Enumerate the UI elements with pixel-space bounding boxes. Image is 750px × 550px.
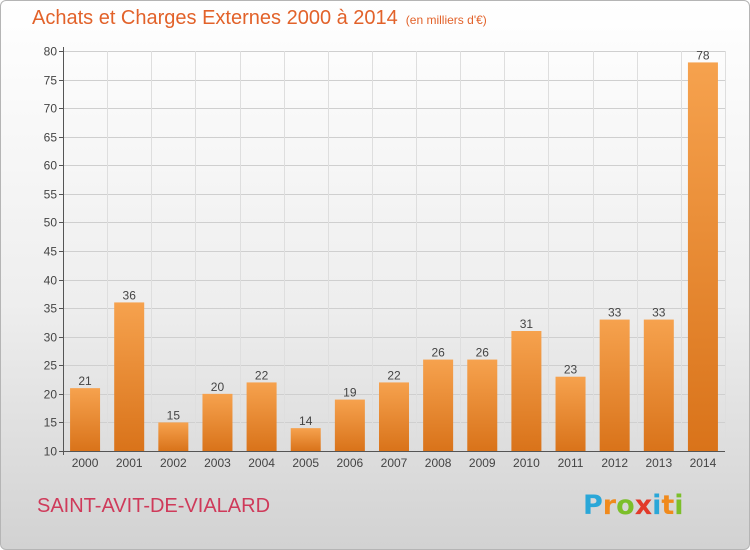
value-label: 22: [255, 368, 269, 382]
x-tick-label: 2009: [469, 456, 496, 470]
y-tick-label: 35: [44, 302, 58, 316]
x-tick-label: 2006: [337, 456, 364, 470]
bar-2002: [158, 422, 189, 451]
value-label: 31: [520, 317, 534, 331]
x-tick-label: 2012: [601, 456, 628, 470]
y-tick-label: 10: [44, 445, 58, 459]
y-tick-label: 40: [44, 274, 58, 288]
value-label: 19: [343, 386, 357, 400]
value-label: 23: [564, 363, 578, 377]
logo-letter: x: [634, 490, 653, 521]
x-tick-label: 2005: [292, 456, 319, 470]
bar-2005: [290, 428, 321, 451]
bar-layer: [70, 62, 718, 452]
y-tick-label: 50: [44, 216, 58, 230]
y-tick-label: 55: [44, 188, 58, 202]
logo-letter: i: [652, 490, 662, 521]
proxiti-logo: Proxiti: [583, 490, 684, 521]
chart-title-text: Achats et Charges Externes 2000 à 2014: [32, 7, 398, 29]
axis-layer: 10 15 20 25 30 35 40 45 50 55 60 65 70 75 80 21 2000 36 20…: [44, 45, 725, 470]
value-label: 14: [299, 414, 313, 428]
value-label: 22: [387, 368, 401, 382]
y-tick-label: 70: [44, 102, 58, 116]
bar-2014: [687, 62, 718, 452]
x-tick-label: 2000: [72, 456, 99, 470]
bar-2006: [334, 399, 365, 451]
y-tick-label: 65: [44, 131, 58, 145]
x-tick-label: 2014: [690, 456, 717, 470]
bar-2007: [379, 382, 409, 451]
value-label: 78: [696, 48, 710, 62]
y-tick-label: 45: [44, 245, 58, 259]
bar-2011: [555, 376, 586, 451]
value-label: 20: [211, 380, 225, 394]
y-tick-label: 75: [44, 74, 58, 88]
bar-2004: [246, 382, 277, 451]
bar-2009: [467, 359, 498, 451]
x-tick-label: 2010: [513, 456, 540, 470]
value-label: 26: [476, 346, 490, 360]
bar-2003: [202, 393, 233, 451]
bar-2008: [423, 359, 454, 451]
x-tick-label: 2008: [425, 456, 452, 470]
logo-letter: r: [602, 490, 617, 521]
logo-letter: t: [661, 490, 675, 521]
chart-title: Achats et Charges Externes 2000 à 2014 (e…: [32, 7, 487, 30]
x-tick-label: 2002: [160, 456, 187, 470]
value-label: 33: [652, 306, 666, 320]
bar-2001: [114, 302, 145, 451]
y-tick-label: 20: [44, 388, 58, 402]
bar-2012: [599, 319, 630, 451]
y-tick-label: 60: [44, 159, 58, 173]
y-tick-label: 30: [44, 331, 58, 345]
commune-name: SAINT-AVIT-DE-VIALARD: [37, 495, 271, 517]
value-label: 26: [431, 346, 445, 360]
y-tick-label: 80: [44, 45, 58, 59]
x-tick-label: 2001: [116, 456, 143, 470]
y-tick-label: 15: [44, 416, 58, 430]
x-tick-label: 2004: [248, 456, 275, 470]
bar-2013: [643, 319, 674, 451]
logo-letter: o: [616, 490, 635, 521]
value-label: 33: [608, 306, 622, 320]
bar-2010: [511, 331, 542, 451]
bar-2000: [70, 388, 101, 451]
logo-letter: i: [674, 490, 684, 521]
x-tick-label: 2003: [204, 456, 231, 470]
x-tick-label: 2007: [381, 456, 408, 470]
chart-unit: (en milliers d'€): [405, 13, 487, 27]
logo-letter: P: [583, 490, 603, 521]
x-tick-label: 2013: [645, 456, 672, 470]
value-label: 15: [167, 408, 181, 422]
x-tick-label: 2011: [558, 456, 584, 470]
value-label: 21: [78, 374, 92, 388]
value-label: 36: [123, 288, 137, 302]
y-tick-label: 25: [44, 359, 58, 373]
